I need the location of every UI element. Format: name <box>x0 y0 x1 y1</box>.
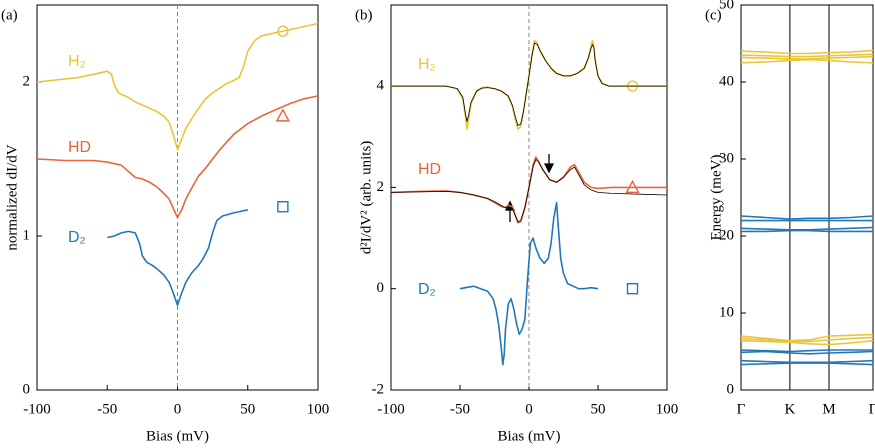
y-tick-label: 1 <box>23 227 31 243</box>
series-label: D₂ <box>68 229 86 246</box>
y-tick-label: 0 <box>23 381 31 397</box>
x-tick-label: 100 <box>307 401 330 417</box>
fit-line <box>390 159 668 223</box>
data-line <box>459 201 599 366</box>
data-line <box>36 95 319 219</box>
y-tick-label: -2 <box>372 381 385 397</box>
x-tick-label: Γ <box>737 401 746 417</box>
marker <box>277 201 289 213</box>
y-tick-label: 2 <box>377 179 385 195</box>
marker <box>275 108 291 122</box>
data-line <box>740 333 874 342</box>
data-line <box>36 22 319 151</box>
y-tick-label: 2 <box>23 73 31 89</box>
data-line <box>740 53 874 58</box>
x-tick-label: Γ <box>869 401 875 417</box>
marker <box>277 25 289 37</box>
panel-label: (c) <box>705 7 722 23</box>
fit-line <box>391 42 667 126</box>
x-tick-label: 50 <box>240 401 255 417</box>
data-line <box>740 339 874 346</box>
data-line <box>740 226 874 231</box>
x-tick-label: M <box>822 401 835 417</box>
x-tick-label: K <box>784 401 795 417</box>
y-tick-label: 40 <box>719 73 734 89</box>
series-label: D₂ <box>418 281 436 298</box>
data-line <box>740 336 874 343</box>
data-line <box>107 209 248 307</box>
data-line <box>740 49 874 55</box>
data-line <box>740 359 874 364</box>
x-tick-label: 100 <box>656 401 679 417</box>
x-tick-label: -100 <box>377 401 405 417</box>
x-tick-label: 0 <box>525 401 533 417</box>
x-axis-label: Bias (mV) <box>498 428 561 444</box>
x-tick-label: 50 <box>591 401 606 417</box>
y-tick-label: 0 <box>727 381 735 397</box>
series-label: H₂ <box>418 56 436 73</box>
data-line <box>740 55 874 60</box>
data-line <box>741 229 873 233</box>
arrow-head <box>543 163 555 174</box>
x-tick-label: -50 <box>450 401 470 417</box>
marker <box>625 179 640 194</box>
marker <box>626 282 639 295</box>
data-line <box>740 350 874 355</box>
y-tick-label: 20 <box>719 227 734 243</box>
x-tick-label: 0 <box>174 401 182 417</box>
y-tick-label: 0 <box>377 280 385 296</box>
series-label: HD <box>68 139 91 156</box>
x-axis-label: Bias (mV) <box>146 428 209 444</box>
y-axis-label: d²I/dV² (arb. units) <box>358 141 374 255</box>
data-line <box>740 215 874 220</box>
panel-label: (a) <box>1 7 18 23</box>
x-tick-label: -50 <box>97 401 117 417</box>
y-tick-label: 4 <box>377 77 385 93</box>
y-axis-label: Energy (meV) <box>708 155 724 241</box>
y-axis-label: normalized dI/dV <box>4 144 20 250</box>
panel-label: (b) <box>355 7 373 23</box>
series-label: HD <box>418 161 441 178</box>
data-line <box>740 362 874 366</box>
x-tick-label: -100 <box>23 401 51 417</box>
data-line <box>740 58 874 64</box>
y-tick-label: 10 <box>719 304 734 320</box>
y-tick-label: 50 <box>719 0 734 12</box>
y-tick-label: 30 <box>719 150 734 166</box>
series-label: H₂ <box>68 53 86 70</box>
